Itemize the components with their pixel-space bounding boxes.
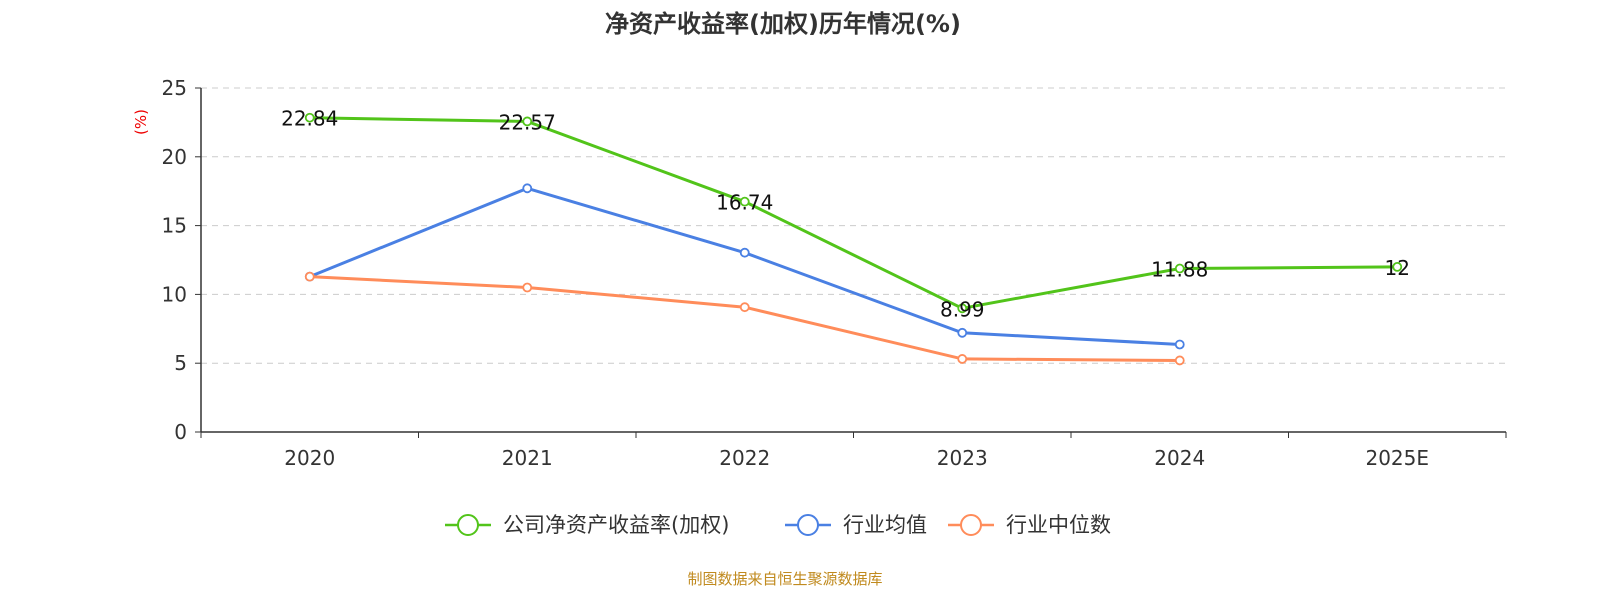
data-label: 16.74: [716, 191, 773, 215]
series-line: [309, 275, 1180, 362]
data-point: [1174, 339, 1185, 350]
legend-marker: [457, 514, 479, 536]
legend-label: 行业均值: [843, 513, 927, 537]
legend-marker: [797, 514, 819, 536]
data-point: [522, 282, 533, 293]
legend-label: 公司净资产收益率(加权): [503, 513, 729, 537]
series-line: [309, 116, 1398, 310]
chart-title: 净资产收益率(加权)历年情况(%): [605, 10, 961, 38]
x-tick-label: 2021: [502, 446, 553, 470]
data-point: [739, 247, 750, 258]
x-tick-label: 2024: [1154, 446, 1205, 470]
data-label: 22.84: [281, 107, 338, 131]
y-tick-label: 0: [174, 420, 187, 444]
data-point: [304, 271, 315, 282]
data-point: [739, 302, 750, 313]
data-label: 22.57: [499, 110, 556, 134]
y-tick-label: 15: [162, 214, 187, 238]
y-tick-label: 20: [162, 145, 187, 169]
data-point: [304, 112, 315, 123]
data-point: [957, 327, 968, 338]
data-label: 11.88: [1151, 258, 1208, 282]
y-axis-label: (%): [132, 109, 150, 135]
data-point: [522, 116, 533, 127]
data-point: [957, 303, 968, 314]
data-point: [1392, 261, 1403, 272]
legend-marker: [960, 514, 982, 536]
data-point: [1174, 263, 1185, 274]
y-tick-label: 25: [162, 76, 187, 100]
source-note: 制图数据来自恒生聚源数据库: [687, 570, 882, 588]
data-label: 12: [1385, 256, 1410, 280]
x-tick-label: 2023: [937, 446, 988, 470]
data-point: [522, 183, 533, 194]
y-tick-label: 10: [162, 282, 187, 306]
data-point: [739, 196, 750, 207]
x-tick-label: 2020: [284, 446, 335, 470]
data-label: 8.99: [940, 297, 985, 321]
x-tick-label: 2025E: [1365, 446, 1429, 470]
y-tick-label: 5: [174, 351, 187, 375]
data-point: [957, 354, 968, 364]
data-point: [1174, 355, 1185, 366]
x-tick-label: 2022: [719, 446, 770, 470]
legend-label: 行业中位数: [1006, 513, 1111, 537]
